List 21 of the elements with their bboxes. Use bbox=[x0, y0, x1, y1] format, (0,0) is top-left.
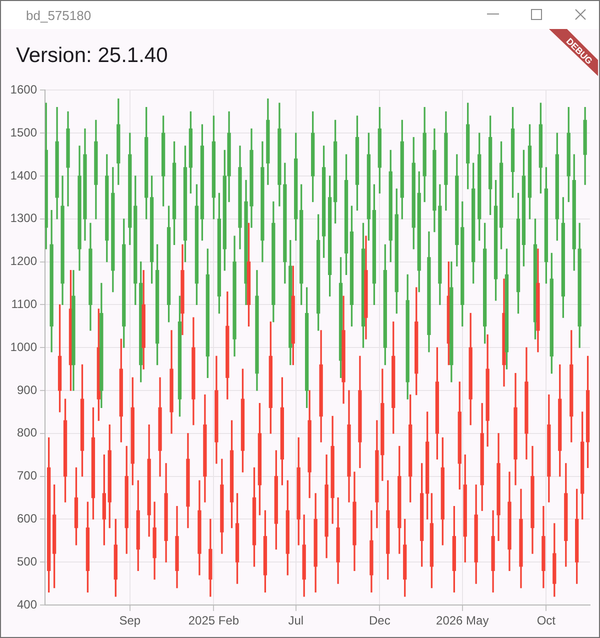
y-tick-label: 1000 bbox=[10, 340, 38, 354]
y-tick-label: 1100 bbox=[11, 297, 38, 312]
x-tick-label: 2026 May bbox=[436, 614, 489, 628]
y-tick-label: 1200 bbox=[10, 254, 38, 268]
y-tick-label: 500 bbox=[16, 554, 38, 568]
y-tick-label: 1300 bbox=[10, 211, 38, 226]
x-tick-label: 2025 Feb bbox=[188, 614, 240, 628]
y-tick-label: 400 bbox=[16, 597, 38, 612]
chart-title: Version: 25.1.40 bbox=[16, 44, 168, 68]
y-tick-label: 900 bbox=[16, 382, 38, 397]
y-tick-label: 1400 bbox=[10, 168, 38, 182]
x-tick-label: Oct bbox=[536, 614, 556, 628]
y-tick-label: 600 bbox=[16, 512, 38, 526]
y-tick-label: 700 bbox=[16, 468, 38, 483]
x-tick-label: Jul bbox=[288, 614, 304, 628]
y-tick-label: 800 bbox=[16, 426, 38, 440]
y-tick-label: 1600 bbox=[10, 82, 38, 97]
text: bd_575180 bbox=[26, 8, 92, 23]
y-tick-label: 1500 bbox=[10, 125, 38, 140]
x-tick-label: Sep bbox=[119, 614, 141, 628]
x-tick-label: Dec bbox=[368, 614, 390, 628]
